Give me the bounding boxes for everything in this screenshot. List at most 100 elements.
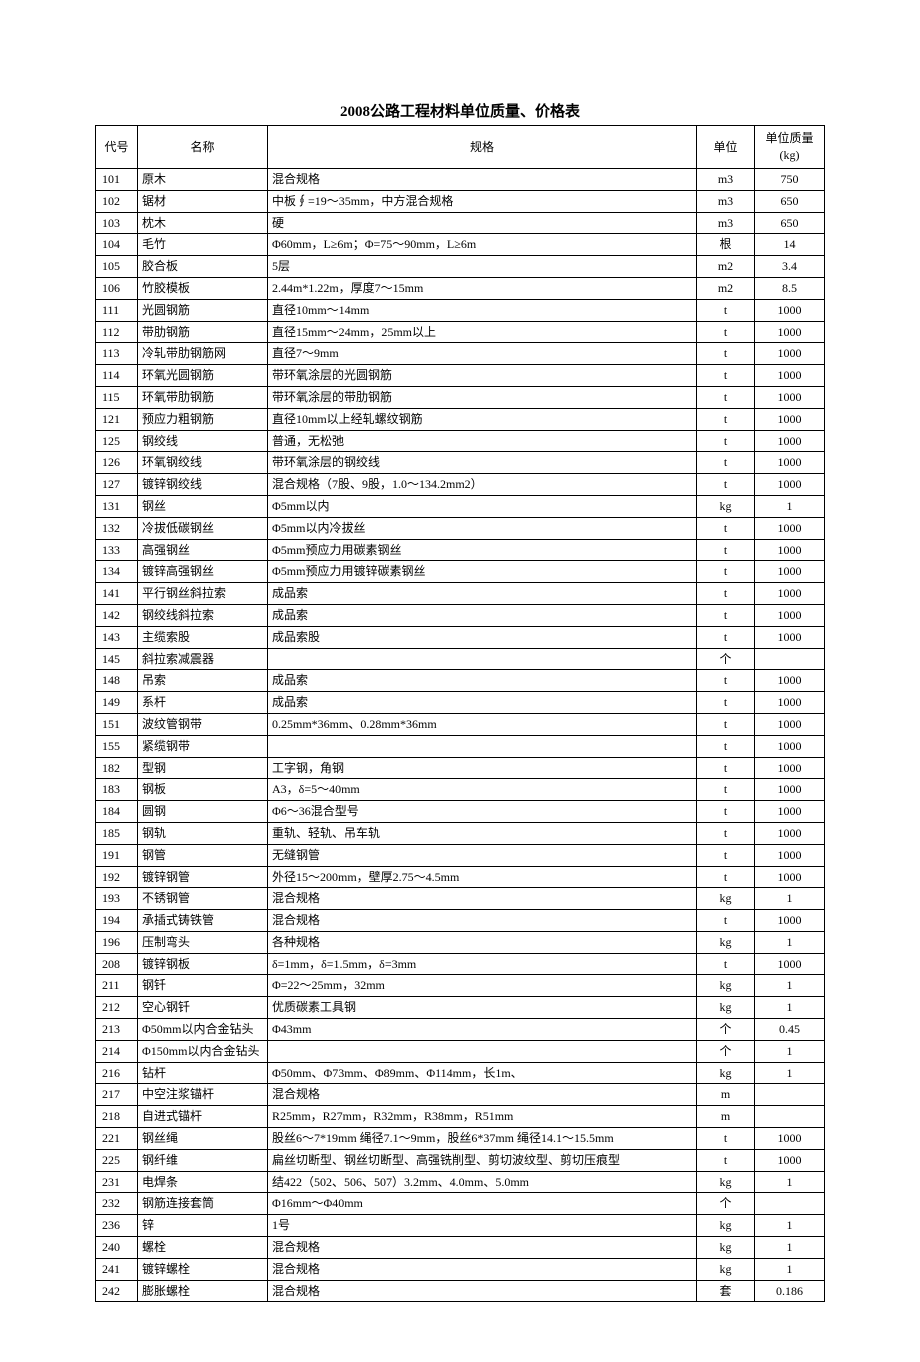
table-row: 142钢绞线斜拉索成品索t1000 — [96, 604, 825, 626]
table-row: 221钢丝绳股丝6～7*19mm 绳径7.1～9mm，股丝6*37mm 绳径14… — [96, 1128, 825, 1150]
cell-spec: Φ=22～25mm，32mm — [268, 975, 697, 997]
cell-name: 镀锌螺栓 — [138, 1258, 268, 1280]
table-row: 212空心钢钎优质碳素工具钢kg1 — [96, 997, 825, 1019]
cell-spec: 优质碳素工具钢 — [268, 997, 697, 1019]
table-row: 101原木混合规格m3750 — [96, 169, 825, 191]
cell-spec: 各种规格 — [268, 931, 697, 953]
cell-unit: t — [697, 604, 755, 626]
cell-unit: m2 — [697, 277, 755, 299]
table-row: 134镀锌高强钢丝Φ5mm预应力用镀锌碳素钢丝t1000 — [96, 561, 825, 583]
cell-code: 196 — [96, 931, 138, 953]
table-row: 236锌1号kg1 — [96, 1215, 825, 1237]
cell-name: 环氧带肋钢筋 — [138, 386, 268, 408]
cell-unit: t — [697, 343, 755, 365]
cell-spec: 外径15～200mm，壁厚2.75～4.5mm — [268, 866, 697, 888]
table-row: 194承插式铸铁管混合规格t1000 — [96, 910, 825, 932]
cell-spec: 带环氧涂层的光圆钢筋 — [268, 365, 697, 387]
cell-unit: t — [697, 626, 755, 648]
cell-name: 锯材 — [138, 190, 268, 212]
cell-mass: 1 — [755, 1171, 825, 1193]
cell-unit: t — [697, 299, 755, 321]
cell-unit: t — [697, 801, 755, 823]
cell-spec: 成品索 — [268, 670, 697, 692]
cell-code: 194 — [96, 910, 138, 932]
cell-code: 214 — [96, 1040, 138, 1062]
cell-unit: kg — [697, 975, 755, 997]
cell-unit: kg — [697, 1171, 755, 1193]
cell-mass: 3.4 — [755, 256, 825, 278]
cell-spec: Φ5mm预应力用镀锌碳素钢丝 — [268, 561, 697, 583]
cell-code: 112 — [96, 321, 138, 343]
table-row: 196压制弯头各种规格kg1 — [96, 931, 825, 953]
cell-name: Φ50mm以内合金钻头 — [138, 1019, 268, 1041]
cell-spec — [268, 648, 697, 670]
cell-name: 预应力粗钢筋 — [138, 408, 268, 430]
cell-unit: t — [697, 910, 755, 932]
cell-mass: 1000 — [755, 321, 825, 343]
cell-spec: 带环氧涂层的带肋钢筋 — [268, 386, 697, 408]
cell-name: 钢钎 — [138, 975, 268, 997]
cell-mass: 1000 — [755, 757, 825, 779]
table-row: 115环氧带肋钢筋带环氧涂层的带肋钢筋t1000 — [96, 386, 825, 408]
cell-unit: kg — [697, 1237, 755, 1259]
cell-spec: 混合规格（7股、9股，1.0～134.2mm2） — [268, 474, 697, 496]
table-row: 184圆钢Φ6～36混合型号t1000 — [96, 801, 825, 823]
cell-code: 127 — [96, 474, 138, 496]
cell-code: 131 — [96, 495, 138, 517]
cell-unit: kg — [697, 1062, 755, 1084]
table-row: 145斜拉索减震器个 — [96, 648, 825, 670]
table-row: 211钢钎Φ=22～25mm，32mmkg1 — [96, 975, 825, 997]
cell-name: 镀锌钢绞线 — [138, 474, 268, 496]
table-row: 127镀锌钢绞线混合规格（7股、9股，1.0～134.2mm2）t1000 — [96, 474, 825, 496]
cell-name: 主缆索股 — [138, 626, 268, 648]
cell-mass: 1000 — [755, 1128, 825, 1150]
cell-spec: 扁丝切断型、钢丝切断型、高强铣削型、剪切波纹型、剪切压痕型 — [268, 1149, 697, 1171]
document-page: 2008公路工程材料单位质量、价格表 代号 名称 规格 单位 单位质量(kg) … — [0, 0, 920, 1362]
cell-name: 钢绞线斜拉索 — [138, 604, 268, 626]
table-row: 105胶合板5层m23.4 — [96, 256, 825, 278]
table-row: 102锯材中板∮=19～35mm，中方混合规格m3650 — [96, 190, 825, 212]
cell-code: 114 — [96, 365, 138, 387]
cell-spec: 混合规格 — [268, 1237, 697, 1259]
cell-mass: 1000 — [755, 561, 825, 583]
cell-spec: 无缝钢管 — [268, 844, 697, 866]
cell-spec: 直径7～9mm — [268, 343, 697, 365]
cell-unit: 个 — [697, 1040, 755, 1062]
cell-spec: 成品索 — [268, 583, 697, 605]
cell-unit: m — [697, 1106, 755, 1128]
cell-name: 枕木 — [138, 212, 268, 234]
cell-mass: 1 — [755, 997, 825, 1019]
cell-mass: 1000 — [755, 670, 825, 692]
cell-spec: 2.44m*1.22m，厚度7～15mm — [268, 277, 697, 299]
cell-code: 103 — [96, 212, 138, 234]
cell-spec — [268, 735, 697, 757]
cell-mass: 1 — [755, 888, 825, 910]
cell-code: 111 — [96, 299, 138, 321]
cell-spec: Φ5mm以内冷拔丝 — [268, 517, 697, 539]
cell-spec: 1号 — [268, 1215, 697, 1237]
cell-spec: 普通，无松弛 — [268, 430, 697, 452]
cell-unit: t — [697, 321, 755, 343]
cell-mass: 1000 — [755, 583, 825, 605]
cell-name: 钢纤维 — [138, 1149, 268, 1171]
cell-code: 106 — [96, 277, 138, 299]
cell-name: 带肋钢筋 — [138, 321, 268, 343]
cell-unit: kg — [697, 888, 755, 910]
cell-unit: t — [697, 386, 755, 408]
cell-mass: 1000 — [755, 408, 825, 430]
cell-name: 螺栓 — [138, 1237, 268, 1259]
cell-spec: 中板∮=19～35mm，中方混合规格 — [268, 190, 697, 212]
cell-code: 132 — [96, 517, 138, 539]
cell-mass: 8.5 — [755, 277, 825, 299]
table-row: 149系杆成品索t1000 — [96, 692, 825, 714]
cell-unit: t — [697, 517, 755, 539]
cell-code: 125 — [96, 430, 138, 452]
cell-mass: 1000 — [755, 692, 825, 714]
cell-unit: t — [697, 779, 755, 801]
cell-unit: t — [697, 1149, 755, 1171]
cell-mass: 14 — [755, 234, 825, 256]
cell-name: 冷拔低碳钢丝 — [138, 517, 268, 539]
cell-unit: t — [697, 670, 755, 692]
cell-code: 217 — [96, 1084, 138, 1106]
cell-spec: 股丝6～7*19mm 绳径7.1～9mm，股丝6*37mm 绳径14.1～15.… — [268, 1128, 697, 1150]
